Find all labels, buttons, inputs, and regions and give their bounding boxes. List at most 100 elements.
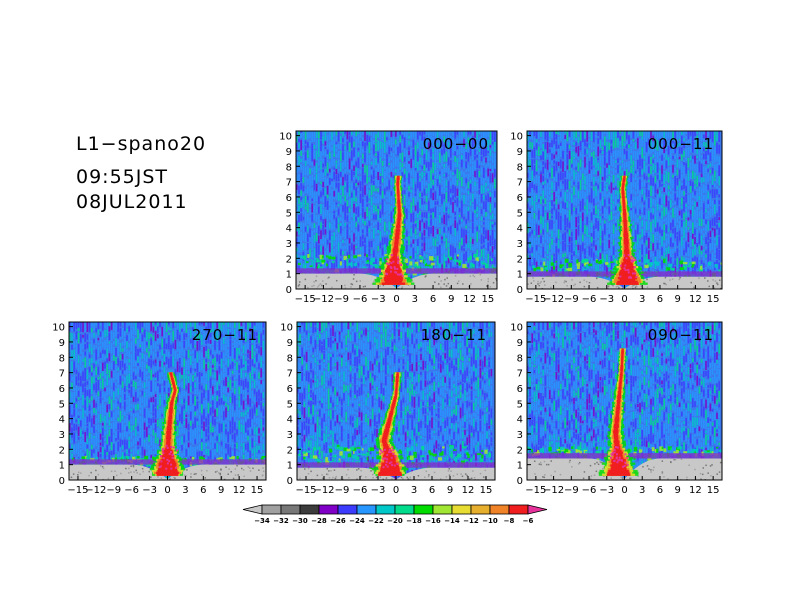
x-tick-label: 9 <box>674 294 680 305</box>
colorbar: −34 −32 −30 −28 −26 −24 −22 −20 −18 −16 −14 −12 −10−… <box>242 504 548 525</box>
x-tick-label: 12 <box>462 485 475 496</box>
x-tick-label: 6 <box>657 485 663 496</box>
x-tick-label: −6 <box>124 485 139 496</box>
y-tick-label: 8 <box>517 353 523 364</box>
y-tick-label: 9 <box>517 147 523 158</box>
x-tick-label: −15 <box>525 294 546 305</box>
y-tick-label: 1 <box>517 461 523 472</box>
date-label: 08JUL2011 <box>76 191 188 213</box>
x-tick-label: 9 <box>447 485 453 496</box>
ground-layer <box>69 464 266 480</box>
colorbar-box <box>432 504 453 515</box>
y-tick-label: 7 <box>59 369 65 380</box>
x-tick-label: 6 <box>657 294 663 305</box>
x-tick-label: −3 <box>599 485 614 496</box>
y-tick-label: 10 <box>52 323 65 334</box>
x-tick-label: −6 <box>353 294 368 305</box>
panel-title: 000−00 <box>423 135 489 153</box>
y-tick-label: 6 <box>286 193 292 204</box>
time-label: 09:55JST <box>76 166 169 188</box>
y-tick-label: 7 <box>287 369 293 380</box>
colorbar-label: −22 <box>368 517 384 525</box>
colorbar-box <box>375 504 396 515</box>
x-tick-label: −9 <box>335 485 350 496</box>
colorbar-label: −6 <box>523 517 534 525</box>
colorbar-box <box>356 504 377 515</box>
x-tick-label: 12 <box>463 294 476 305</box>
colorbar-arrow-high <box>527 504 548 515</box>
y-tick-label: 9 <box>59 338 65 349</box>
x-tick-label: −9 <box>106 485 121 496</box>
y-tick-label: 1 <box>286 270 292 281</box>
x-tick-label: 15 <box>480 485 493 496</box>
y-tick-label: 6 <box>287 384 293 395</box>
y-tick-label: 8 <box>59 353 65 364</box>
y-tick-label: 10 <box>510 132 523 143</box>
heatmap-field <box>527 131 722 289</box>
x-tick-label: 3 <box>182 485 188 496</box>
colorbar-box <box>299 504 320 515</box>
x-tick-label: −6 <box>582 485 597 496</box>
y-tick-label: 7 <box>517 369 523 380</box>
colorbar-label: −18 <box>406 517 422 525</box>
colorbar-label: −32 <box>273 517 289 525</box>
colorbar-box <box>413 504 434 515</box>
colorbar-label: −20 <box>387 517 403 525</box>
y-tick-label: 2 <box>286 254 292 265</box>
colorbar-label: −8 <box>504 517 515 525</box>
colorbar-box <box>280 504 301 515</box>
y-tick-label: 3 <box>517 239 523 250</box>
y-tick-label: 9 <box>286 147 292 158</box>
x-tick-label: −3 <box>371 485 386 496</box>
x-tick-label: 9 <box>218 485 224 496</box>
x-tick-label: 15 <box>481 294 494 305</box>
y-tick-label: 6 <box>59 384 65 395</box>
x-tick-label: 9 <box>448 294 454 305</box>
y-tick-label: 4 <box>517 224 523 235</box>
y-tick-label: 4 <box>517 415 523 426</box>
x-tick-label: −15 <box>525 485 546 496</box>
x-tick-label: −12 <box>313 294 334 305</box>
x-tick-label: −6 <box>353 485 368 496</box>
heatmap-field <box>296 131 497 289</box>
colorbar-label: −34 <box>254 517 270 525</box>
x-tick-label: 12 <box>689 485 702 496</box>
y-tick-label: 10 <box>279 132 292 143</box>
y-tick-label: 0 <box>59 476 65 487</box>
x-tick-label: 0 <box>393 294 399 305</box>
x-tick-label: 15 <box>707 294 720 305</box>
heatmap-field <box>527 322 722 480</box>
colorbar-label: −14 <box>444 517 460 525</box>
y-tick-label: 0 <box>517 285 523 296</box>
x-tick-label: 0 <box>164 485 170 496</box>
panel-title: 000−11 <box>648 135 714 153</box>
y-tick-label: 3 <box>287 430 293 441</box>
y-tick-label: 3 <box>286 239 292 250</box>
y-tick-label: 6 <box>517 384 523 395</box>
x-tick-label: 3 <box>411 485 417 496</box>
colorbar-label: −16 <box>425 517 441 525</box>
colorbar-box <box>451 504 472 515</box>
x-tick-label: 12 <box>233 485 246 496</box>
y-tick-label: 10 <box>510 323 523 334</box>
panel-title: 270−11 <box>192 326 258 344</box>
y-tick-label: 3 <box>59 430 65 441</box>
colorbar-box <box>394 504 415 515</box>
x-tick-label: 6 <box>200 485 206 496</box>
x-tick-label: −12 <box>313 485 334 496</box>
ground-layer <box>297 467 495 480</box>
colorbar-label: −26 <box>330 517 346 525</box>
y-tick-label: 2 <box>59 445 65 456</box>
y-tick-label: 2 <box>517 445 523 456</box>
x-tick-label: −9 <box>334 294 349 305</box>
colorbar-arrow-low <box>242 504 263 515</box>
heatmap-field <box>69 322 266 480</box>
colorbar-box <box>489 504 510 515</box>
y-tick-label: 8 <box>287 353 293 364</box>
heatmap-field <box>297 322 495 480</box>
y-tick-label: 9 <box>287 338 293 349</box>
x-tick-label: 6 <box>430 294 436 305</box>
